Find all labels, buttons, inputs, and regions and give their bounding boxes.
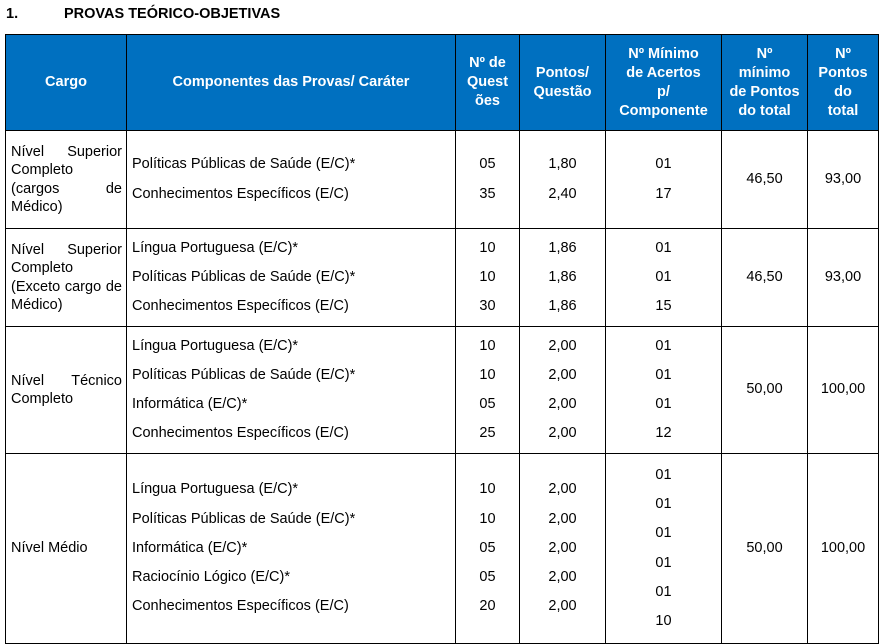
componentes-cell: Língua Portuguesa (E/C)* Políticas Públic… xyxy=(126,228,456,327)
minimo-pontos-cell: 46,50 xyxy=(721,228,808,327)
pontos-cell: 1,80 2,40 xyxy=(519,130,606,229)
table-row: Nível Técnico Completo Língua Portuguesa… xyxy=(5,326,879,454)
cargo-cell: Nível Superior Completo (cargos de Médic… xyxy=(5,130,127,229)
minimo-pontos-cell: 50,00 xyxy=(721,453,808,644)
minimo-pontos-cell: 46,50 xyxy=(721,130,808,229)
pontos-total-cell: 93,00 xyxy=(807,228,879,327)
minimo-acertos-cell: 01 17 xyxy=(605,130,722,229)
questoes-cell: 10 10 05 05 20 xyxy=(455,453,520,644)
header-row: Cargo Componentes das Provas/ Caráter Nº… xyxy=(5,34,879,131)
minimo-acertos-cell: 01 01 01 01 01 10 xyxy=(605,453,722,644)
table-row: Nível Médio Língua Portuguesa (E/C)* Polí… xyxy=(5,453,879,644)
section-title: PROVAS TEÓRICO-OBJETIVAS xyxy=(64,6,281,22)
header-questoes: Nº de Quest ões xyxy=(455,34,520,131)
section-heading: 1. PROVAS TEÓRICO-OBJETIVAS xyxy=(6,6,280,22)
pontos-cell: 2,00 2,00 2,00 2,00 2,00 xyxy=(519,453,606,644)
header-cargo: Cargo xyxy=(5,34,127,131)
questoes-cell: 10 10 30 xyxy=(455,228,520,327)
cargo-cell: Nível Superior Completo (Exceto cargo de… xyxy=(5,228,127,327)
minimo-acertos-cell: 01 01 01 12 xyxy=(605,326,722,454)
provas-table: Cargo Componentes das Provas/ Caráter Nº… xyxy=(5,34,879,644)
questoes-cell: 05 35 xyxy=(455,130,520,229)
questoes-cell: 10 10 05 25 xyxy=(455,326,520,454)
table-row: Nível Superior Completo (Exceto cargo de… xyxy=(5,228,879,327)
header-minimo-pontos: Nº mínimo de Pontos do total xyxy=(721,34,808,131)
header-minimo-acertos: Nº Mínimo de Acertos p/Componente xyxy=(605,34,722,131)
pontos-cell: 1,86 1,86 1,86 xyxy=(519,228,606,327)
componentes-cell: Políticas Públicas de Saúde (E/C)* Conhec… xyxy=(126,130,456,229)
table-row: Nível Superior Completo (cargos de Médic… xyxy=(5,130,879,229)
header-pontos-total: Nº Pontos do total xyxy=(807,34,879,131)
header-pontos-questao: Pontos/Questão xyxy=(519,34,606,131)
section-number: 1. xyxy=(6,6,19,22)
pontos-total-cell: 100,00 xyxy=(807,326,879,454)
cargo-cell: Nível Médio xyxy=(5,453,127,644)
pontos-total-cell: 100,00 xyxy=(807,453,879,644)
pontos-total-cell: 93,00 xyxy=(807,130,879,229)
header-componentes: Componentes das Provas/ Caráter xyxy=(126,34,456,131)
componentes-cell: Língua Portuguesa (E/C)* Políticas Públic… xyxy=(126,326,456,454)
minimo-pontos-cell: 50,00 xyxy=(721,326,808,454)
pontos-cell: 2,00 2,00 2,00 2,00 xyxy=(519,326,606,454)
componentes-cell: Língua Portuguesa (E/C)* Políticas Públic… xyxy=(126,453,456,644)
cargo-cell: Nível Técnico Completo xyxy=(5,326,127,454)
minimo-acertos-cell: 01 01 15 xyxy=(605,228,722,327)
